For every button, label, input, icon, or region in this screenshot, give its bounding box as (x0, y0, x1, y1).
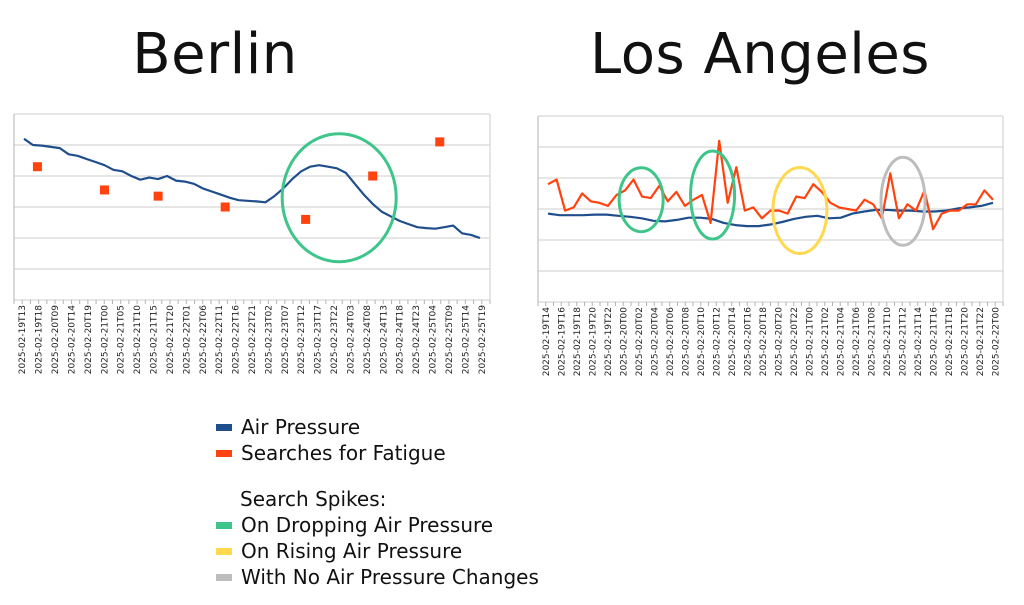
berlin-x-tick-label: 2025-02-24T18 (396, 305, 406, 375)
la-x-tick-label: 2025-02-20T00 (619, 307, 629, 377)
berlin-pressure-line (23, 137, 481, 240)
la-x-tick-label: 2025-02-20T22 (790, 307, 800, 376)
berlin-searches-point (153, 191, 163, 201)
la-x-tick-label: 2025-02-21T20 (960, 307, 970, 377)
la-x-tick-label: 2025-02-20T06 (666, 307, 676, 377)
berlin-x-tick-label: 2025-02-21T20 (166, 305, 176, 375)
berlin-searches-point (99, 185, 109, 195)
la-chart-title: Los Angeles (590, 22, 930, 87)
la-x-tick-label: 2025-02-19T22 (604, 307, 614, 376)
la-searches-line (547, 139, 994, 231)
legend-item-pressure: Air Pressure (216, 414, 539, 440)
la-x-tick-label: 2025-02-19T16 (557, 307, 567, 377)
berlin-x-tick-label: 2025-02-22T01 (182, 305, 192, 374)
la-x-tick-label: 2025-02-21T10 (883, 307, 893, 377)
la-x-tick-label: 2025-02-21T14 (914, 307, 924, 377)
legend-item-nochange: With No Air Pressure Changes (216, 564, 539, 590)
la-x-tick-label: 2025-02-19T14 (542, 307, 552, 377)
berlin-x-tick-label: 2025-02-21T05 (117, 305, 127, 374)
berlin-x-tick-label: 2025-02-23T02 (264, 305, 274, 374)
berlin-x-tick-label: 2025-02-20T09 (51, 305, 61, 375)
berlin-x-tick-label: 2025-02-19T13 (18, 305, 28, 374)
la-x-tick-label: 2025-02-20T04 (650, 307, 660, 377)
berlin-searches-point (301, 214, 311, 224)
la-x-tick-label: 2025-02-20T16 (743, 307, 753, 377)
berlin-x-tick-label: 2025-02-25T14 (461, 305, 471, 375)
berlin-searches-point (220, 202, 230, 212)
berlin-x-tick-label: 2025-02-20T14 (67, 305, 77, 375)
la-x-tick-label: 2025-02-21T08 (867, 307, 877, 377)
la-x-tick-label: 2025-02-21T04 (836, 307, 846, 377)
legend-searches-label: Searches for Fatigue (241, 441, 446, 465)
la-spike-rising-ellipse (771, 166, 829, 256)
la-spike-dropping-ellipse (617, 166, 665, 234)
searches-swatch-icon (216, 449, 232, 457)
berlin-x-tick-label: 2025-02-24T23 (412, 305, 422, 374)
legend-nochange-label: With No Air Pressure Changes (241, 565, 539, 589)
la-x-tick-label: 2025-02-20T12 (712, 307, 722, 376)
legend: Air Pressure Searches for Fatigue Search… (216, 414, 539, 590)
la-x-tick-label: 2025-02-21T22 (976, 307, 986, 376)
berlin-x-tick-label: 2025-02-25T04 (429, 305, 439, 375)
nochange-swatch-icon (216, 573, 232, 581)
berlin-x-tick-label: 2025-02-25T09 (445, 305, 455, 375)
la-x-tick-label: 2025-02-20T20 (774, 307, 784, 377)
la-x-tick-label: 2025-02-21T00 (805, 307, 815, 377)
rising-swatch-icon (216, 547, 232, 555)
berlin-searches-point (368, 171, 378, 181)
legend-dropping-label: On Dropping Air Pressure (241, 513, 494, 537)
berlin-searches-point (32, 162, 42, 172)
legend-item-searches: Searches for Fatigue (216, 440, 539, 466)
berlin-x-tick-label: 2025-02-25T19 (478, 305, 488, 375)
berlin-x-tick-label: 2025-02-22T16 (232, 305, 242, 375)
la-spike-nochange-ellipse (879, 155, 927, 247)
berlin-searches-point (435, 137, 445, 147)
berlin-x-tick-label: 2025-02-20T19 (84, 305, 94, 375)
la-x-tick-label: 2025-02-20T02 (635, 307, 645, 376)
legend-pressure-label: Air Pressure (241, 415, 361, 439)
berlin-spike-dropping-ellipse (280, 132, 398, 264)
berlin-x-tick-label: 2025-02-21T15 (150, 305, 160, 374)
la-x-tick-label: 2025-02-19T20 (588, 307, 598, 377)
berlin-x-tick-label: 2025-02-24T08 (363, 305, 373, 375)
berlin-x-tick-label: 2025-02-22T21 (248, 305, 258, 374)
la-x-tick-label: 2025-02-20T14 (728, 307, 738, 377)
la-x-tick-label: 2025-02-21T06 (852, 307, 862, 377)
berlin-x-tick-label: 2025-02-21T10 (133, 305, 143, 375)
la-x-tick-label: 2025-02-21T16 (929, 307, 939, 377)
berlin-x-tick-label: 2025-02-23T22 (330, 305, 340, 374)
legend-item-dropping: On Dropping Air Pressure (216, 512, 539, 538)
legend-spikes-heading: Search Spikes: (240, 487, 387, 511)
berlin-x-tick-label: 2025-02-22T06 (199, 305, 209, 375)
berlin-x-tick-label: 2025-02-21T00 (100, 305, 110, 375)
pressure-swatch-icon (216, 423, 232, 431)
la-x-tick-label: 2025-02-21T02 (821, 307, 831, 376)
dropping-swatch-icon (216, 521, 232, 529)
berlin-x-tick-label: 2025-02-23T07 (281, 305, 291, 374)
berlin-x-tick-label: 2025-02-23T17 (314, 305, 324, 374)
la-spike-dropping-ellipse (689, 149, 737, 241)
la-x-tick-label: 2025-02-21T18 (945, 307, 955, 377)
la-x-tick-label: 2025-02-21T12 (898, 307, 908, 376)
legend-item-rising: On Rising Air Pressure (216, 538, 539, 564)
berlin-x-tick-label: 2025-02-19T18 (35, 305, 45, 375)
berlin-x-tick-label: 2025-02-22T11 (215, 305, 225, 374)
la-x-tick-label: 2025-02-20T08 (681, 307, 691, 377)
berlin-x-tick-label: 2025-02-24T13 (379, 305, 389, 374)
berlin-x-tick-label: 2025-02-24T03 (346, 305, 356, 374)
la-x-tick-label: 2025-02-22T00 (991, 307, 1001, 377)
la-x-tick-label: 2025-02-20T18 (759, 307, 769, 377)
la-x-tick-label: 2025-02-19T18 (573, 307, 583, 377)
berlin-chart-title: Berlin (132, 22, 298, 87)
la-x-tick-label: 2025-02-20T10 (697, 307, 707, 377)
berlin-x-tick-label: 2025-02-23T12 (297, 305, 307, 374)
legend-rising-label: On Rising Air Pressure (241, 539, 463, 563)
